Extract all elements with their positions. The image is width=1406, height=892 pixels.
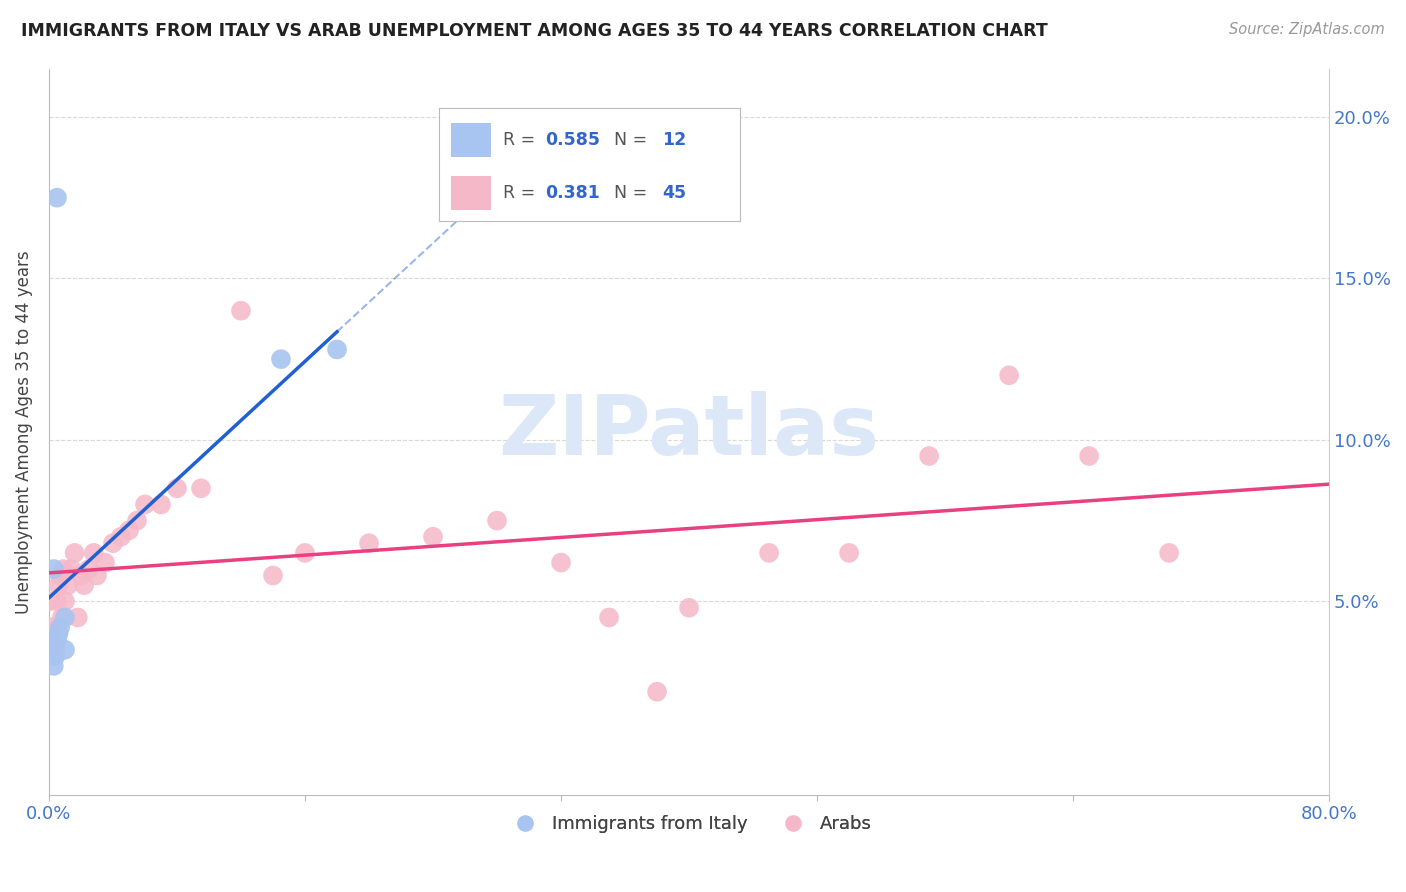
Point bbox=[149, 498, 172, 512]
Point bbox=[48, 578, 70, 592]
Point bbox=[101, 536, 124, 550]
Point bbox=[134, 498, 156, 512]
Point bbox=[46, 633, 69, 648]
Point bbox=[70, 568, 93, 582]
Point bbox=[49, 568, 72, 582]
Point bbox=[94, 556, 117, 570]
Point bbox=[51, 610, 73, 624]
Point bbox=[1159, 546, 1181, 560]
Point bbox=[46, 594, 69, 608]
Point bbox=[125, 514, 148, 528]
Point bbox=[66, 610, 89, 624]
Point bbox=[41, 640, 63, 654]
Legend: Immigrants from Italy, Arabs: Immigrants from Italy, Arabs bbox=[499, 808, 879, 840]
Point bbox=[294, 546, 316, 560]
Point bbox=[262, 568, 284, 582]
Point bbox=[60, 562, 83, 576]
Text: ZIPatlas: ZIPatlas bbox=[499, 392, 880, 472]
Point bbox=[550, 556, 572, 570]
Point bbox=[77, 562, 100, 576]
Y-axis label: Unemployment Among Ages 35 to 44 years: Unemployment Among Ages 35 to 44 years bbox=[15, 250, 32, 614]
Point bbox=[86, 568, 108, 582]
Point bbox=[42, 562, 65, 576]
Point bbox=[53, 642, 76, 657]
Point bbox=[998, 368, 1021, 383]
Point bbox=[73, 578, 96, 592]
Point bbox=[39, 620, 62, 634]
Point bbox=[270, 352, 292, 367]
Point bbox=[38, 594, 60, 608]
Point bbox=[48, 626, 70, 640]
Text: IMMIGRANTS FROM ITALY VS ARAB UNEMPLOYMENT AMONG AGES 35 TO 44 YEARS CORRELATION: IMMIGRANTS FROM ITALY VS ARAB UNEMPLOYME… bbox=[21, 22, 1047, 40]
Text: Source: ZipAtlas.com: Source: ZipAtlas.com bbox=[1229, 22, 1385, 37]
Point bbox=[41, 626, 63, 640]
Point bbox=[52, 562, 75, 576]
Point bbox=[486, 514, 509, 528]
Point bbox=[44, 640, 66, 654]
Point bbox=[645, 684, 668, 698]
Point bbox=[42, 659, 65, 673]
Point bbox=[918, 449, 941, 463]
Point bbox=[422, 530, 444, 544]
Point bbox=[44, 649, 66, 664]
Point bbox=[598, 610, 620, 624]
Point bbox=[190, 481, 212, 495]
Point bbox=[678, 600, 700, 615]
Point bbox=[1078, 449, 1101, 463]
Point bbox=[110, 530, 132, 544]
Point bbox=[118, 523, 141, 537]
Point bbox=[758, 546, 780, 560]
Point bbox=[53, 610, 76, 624]
Point bbox=[838, 546, 860, 560]
Point bbox=[53, 594, 76, 608]
Point bbox=[56, 578, 79, 592]
Point bbox=[357, 536, 380, 550]
Point bbox=[166, 481, 188, 495]
Point bbox=[46, 191, 69, 205]
Point bbox=[42, 633, 65, 648]
Point bbox=[63, 546, 86, 560]
Point bbox=[49, 620, 72, 634]
Point bbox=[229, 303, 252, 318]
Point bbox=[326, 343, 349, 357]
Point bbox=[83, 546, 105, 560]
